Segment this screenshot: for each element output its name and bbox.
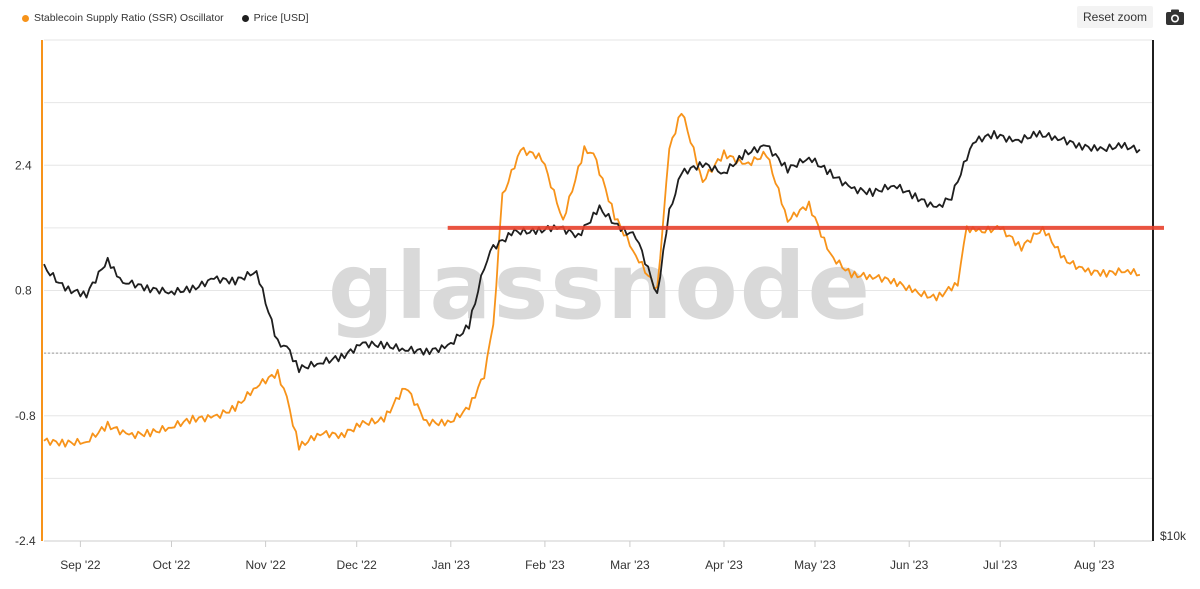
legend-item-price[interactable]: Price [USD] <box>241 12 309 24</box>
price-line <box>43 130 1141 374</box>
chart-legend: Stablecoin Supply Ratio (SSR) Oscillator… <box>22 12 309 24</box>
y-tick-label: 0.8 <box>15 284 32 298</box>
x-axis-ticks: Sep '22 Oct '22 Nov '22 Dec '22 Jan '23 Feb '… <box>60 541 1115 572</box>
x-tick-label: Oct '22 <box>153 558 191 572</box>
x-tick-label: Jun '23 <box>890 558 929 572</box>
x-tick-label: Jul '23 <box>983 558 1018 572</box>
x-tick-label: Mar '23 <box>610 558 650 572</box>
x-tick-label: May '23 <box>794 558 836 572</box>
x-tick-label: Dec '22 <box>337 558 378 572</box>
ssr-line <box>43 112 1141 451</box>
x-tick-label: Sep '22 <box>60 558 101 572</box>
x-tick-label: Nov '22 <box>245 558 286 572</box>
y-tick-label: -0.8 <box>15 409 36 423</box>
right-axis-tick-10k: $10k <box>1160 529 1187 543</box>
y-axis-ticks: 2.4 0.8 -0.8 -2.4 <box>15 158 36 548</box>
x-tick-label: Apr '23 <box>705 558 743 572</box>
legend-dot-price <box>241 14 249 22</box>
legend-dot-ssr <box>22 14 29 22</box>
watermark: glassnode <box>328 233 872 340</box>
y-tick-label: -2.4 <box>15 534 36 548</box>
legend-label-ssr: Stablecoin Supply Ratio (SSR) Oscillator <box>34 12 224 24</box>
x-tick-label: Feb '23 <box>525 558 565 572</box>
reset-zoom-button[interactable]: Reset zoom <box>1077 6 1153 28</box>
legend-label-price: Price [USD] <box>253 12 309 24</box>
y-tick-label: 2.4 <box>15 158 32 172</box>
camera-icon[interactable] <box>1165 8 1185 26</box>
x-tick-label: Jan '23 <box>432 558 471 572</box>
legend-item-ssr[interactable]: Stablecoin Supply Ratio (SSR) Oscillator <box>22 12 224 24</box>
x-tick-label: Aug '23 <box>1074 558 1115 572</box>
series-layer <box>43 112 1141 451</box>
